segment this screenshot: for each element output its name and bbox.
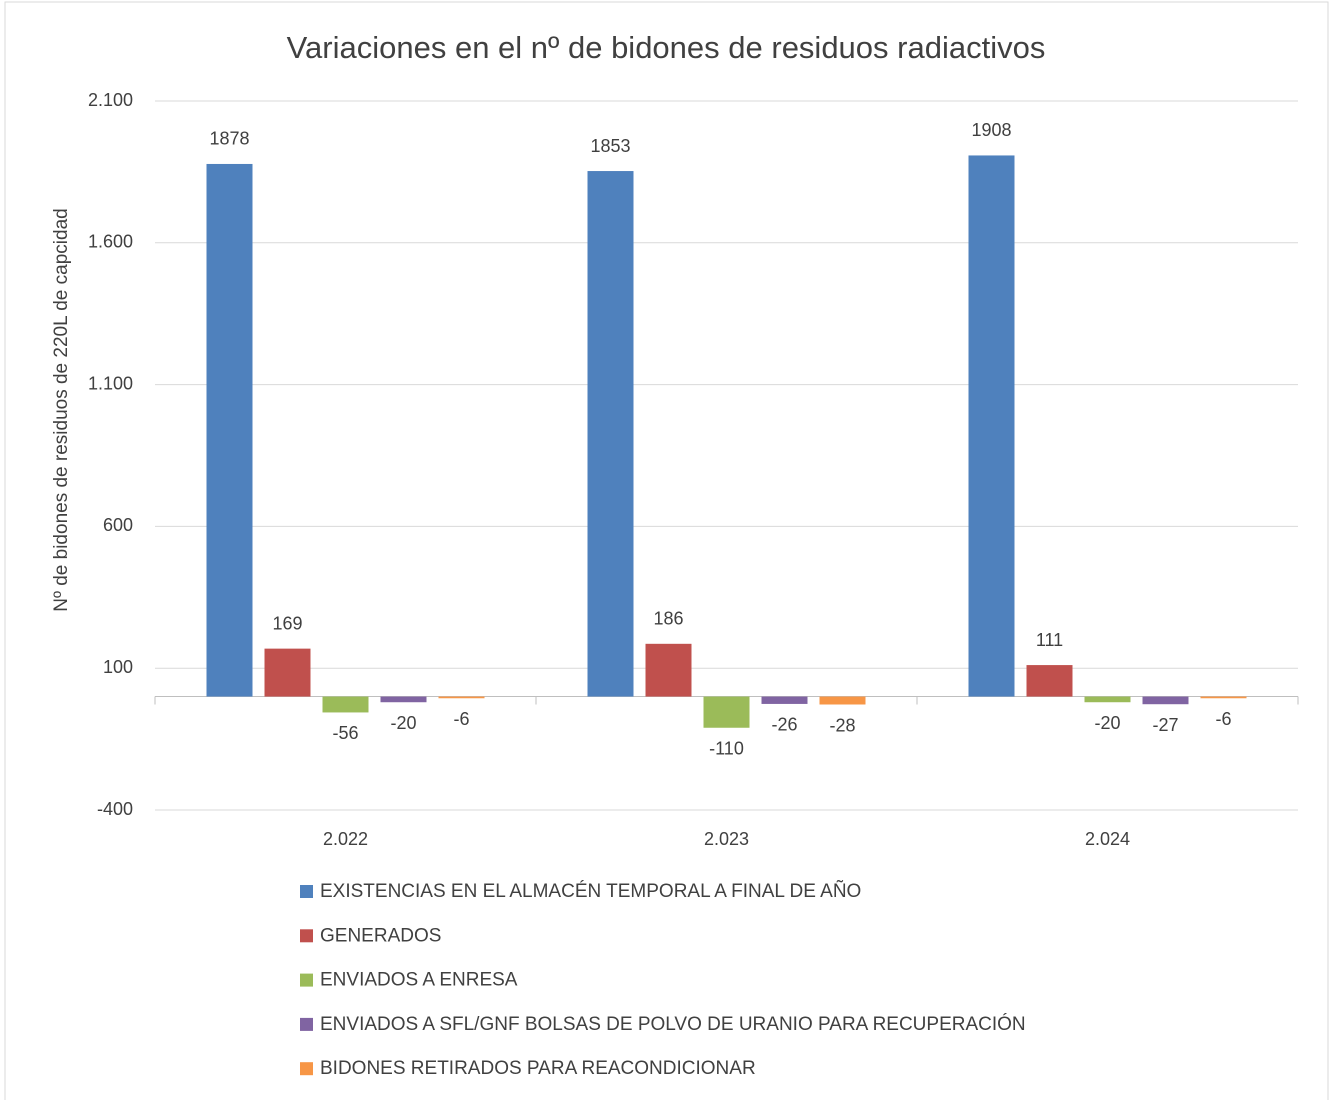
data-label: 1878 [209, 129, 249, 149]
data-label: -20 [390, 713, 416, 733]
y-tick-label: 1.100 [88, 373, 133, 393]
bar [645, 643, 692, 697]
bar [819, 696, 866, 705]
legend-label: ENVIADOS A SFL/GNF BOLSAS DE POLVO DE UR… [320, 1013, 1026, 1035]
y-tick-label: 600 [103, 515, 133, 535]
x-tick-label: 2.023 [704, 829, 749, 849]
bar [264, 648, 311, 697]
legend-label: ENVIADOS A ENRESA [320, 970, 518, 991]
bar [1142, 696, 1189, 705]
bar [1026, 665, 1073, 697]
legend-swatch [300, 885, 313, 898]
x-tick-label: 2.022 [323, 829, 368, 849]
data-label: 1908 [971, 120, 1011, 140]
data-label: 111 [1036, 630, 1063, 650]
bar [206, 163, 253, 697]
legend-swatch [300, 1017, 313, 1031]
data-label: -26 [771, 715, 797, 735]
data-label: 186 [653, 609, 683, 629]
bar [703, 696, 750, 728]
legend-label: GENERADOS [320, 925, 441, 946]
data-label: -6 [453, 709, 469, 729]
data-label: -27 [1152, 715, 1178, 735]
bar [322, 696, 369, 713]
legend-label: EXISTENCIAS EN EL ALMACÉN TEMPORAL A FIN… [320, 880, 861, 902]
bar [380, 696, 427, 703]
y-tick-label: 100 [103, 657, 133, 677]
legend-swatch [300, 1062, 313, 1076]
bar [968, 155, 1015, 697]
y-tick-label: 1.600 [88, 232, 133, 252]
bar [1084, 696, 1131, 703]
bar [1200, 696, 1247, 699]
data-label: -6 [1215, 709, 1231, 729]
data-label: 1853 [590, 136, 630, 156]
chart-frame [4, 1, 1329, 1100]
y-tick-label: -400 [97, 799, 133, 819]
bar [438, 696, 485, 699]
bar [587, 171, 634, 697]
data-label: -20 [1094, 713, 1120, 733]
chart-title: Variaciones en el nº de bidones de resid… [287, 30, 1046, 65]
legend-swatch [300, 973, 313, 987]
data-label: -56 [332, 723, 358, 743]
x-tick-label: 2.024 [1085, 829, 1130, 849]
y-tick-label: 2.100 [88, 90, 133, 110]
y-axis-label: Nº de bidones de residuos de 220L de cap… [51, 208, 72, 611]
legend-swatch [300, 929, 313, 943]
data-label: 169 [272, 613, 302, 633]
data-label: -28 [829, 715, 855, 735]
bar [761, 696, 808, 704]
data-label: -110 [709, 739, 744, 759]
legend-label: BIDONES RETIRADOS PARA REACONDICIONAR [320, 1058, 756, 1079]
